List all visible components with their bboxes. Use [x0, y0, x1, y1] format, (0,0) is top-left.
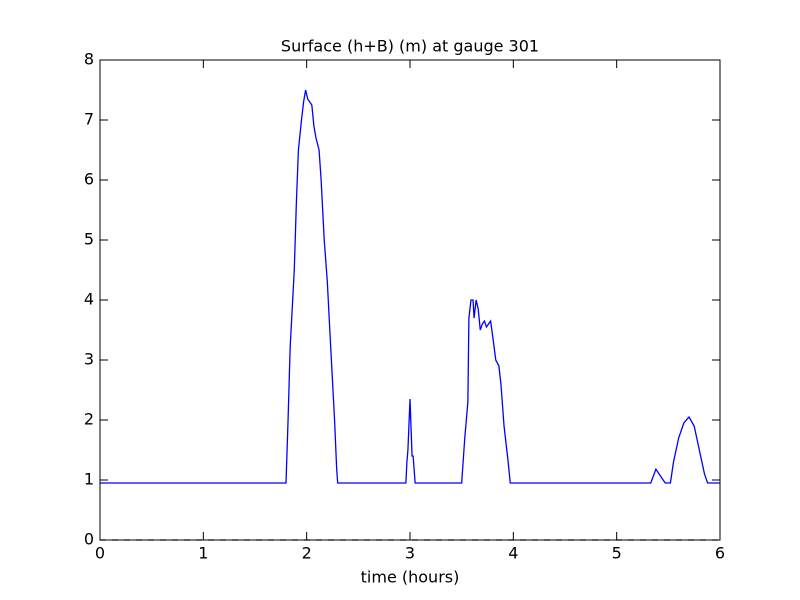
data-line	[100, 89, 720, 484]
y-tick-label: 7	[84, 110, 94, 129]
y-tick-label: 6	[84, 170, 94, 189]
x-axis-label: time (hours)	[361, 568, 460, 587]
x-tick-label: 3	[405, 544, 415, 563]
y-tick-label: 2	[84, 410, 94, 429]
x-tick-label: 6	[715, 544, 725, 563]
y-tick-label: 0	[84, 530, 94, 549]
y-tick-label: 3	[84, 350, 94, 369]
x-tick-label: 2	[302, 544, 312, 563]
x-tick-label: 0	[95, 544, 105, 563]
chart-title: Surface (h+B) (m) at gauge 301	[281, 37, 539, 56]
x-tick-label: 5	[612, 544, 622, 563]
y-tick-label: 8	[84, 50, 94, 69]
x-tick-label: 1	[198, 544, 208, 563]
y-tick-label: 1	[84, 470, 94, 489]
y-tick-label: 4	[84, 290, 94, 309]
x-tick-label: 4	[508, 544, 518, 563]
y-tick-label: 5	[84, 230, 94, 249]
